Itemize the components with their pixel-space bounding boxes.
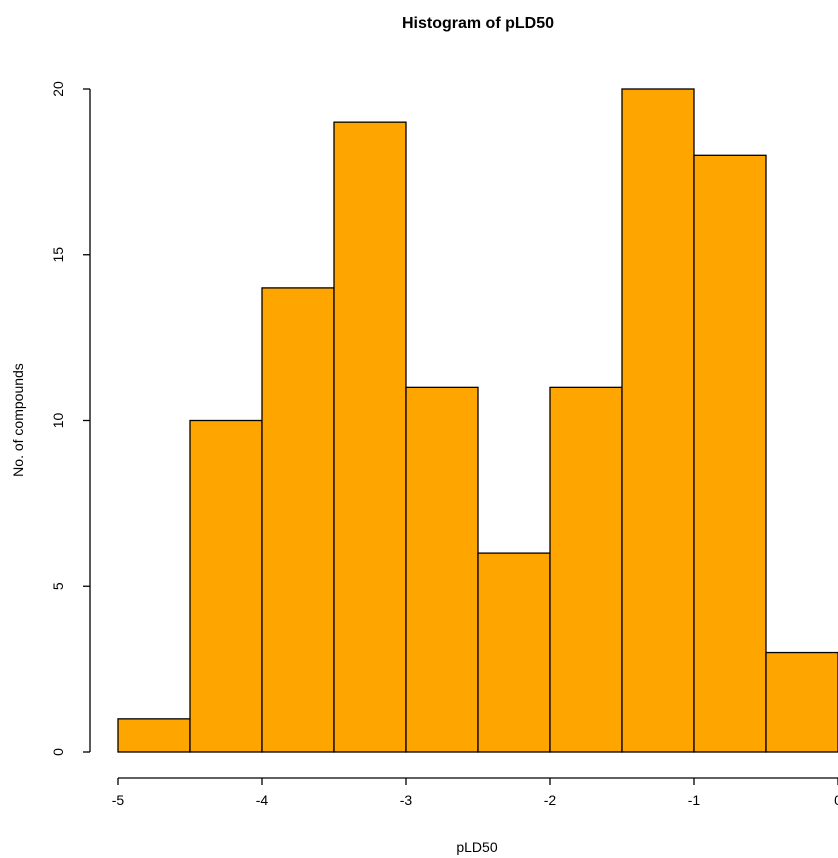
y-tick-label: 15	[50, 247, 66, 263]
x-tick-label: -4	[256, 792, 269, 808]
histogram-bar	[189, 419, 263, 753]
histogram-bar	[117, 718, 191, 753]
y-axis-label: No. of compounds	[10, 363, 26, 477]
y-axis: 0 5 10 15 20	[50, 81, 91, 756]
x-tick-label: -2	[544, 792, 557, 808]
y-tick-label: 0	[50, 748, 66, 756]
y-tick-label: 10	[50, 413, 66, 429]
chart-title: Histogram of pLD50	[402, 15, 554, 32]
bars-group	[117, 88, 838, 753]
histogram-bar	[261, 287, 335, 753]
y-tick-label: 5	[50, 582, 66, 590]
x-tick-label: -3	[400, 792, 413, 808]
histogram-bar	[549, 386, 623, 753]
histogram-bar	[405, 386, 479, 753]
histogram-bar	[765, 651, 838, 753]
x-axis: -5 -4 -3 -2 -1 0	[112, 777, 838, 808]
x-tick-label: -5	[112, 792, 125, 808]
x-tick-label: 0	[834, 792, 838, 808]
x-axis-label: pLD50	[456, 839, 497, 855]
histogram-bar	[477, 552, 551, 753]
histogram-bar	[333, 121, 407, 753]
x-tick-label: -1	[688, 792, 701, 808]
y-tick-label: 20	[50, 81, 66, 97]
histogram-bar	[621, 88, 695, 753]
histogram-bar	[693, 154, 767, 753]
